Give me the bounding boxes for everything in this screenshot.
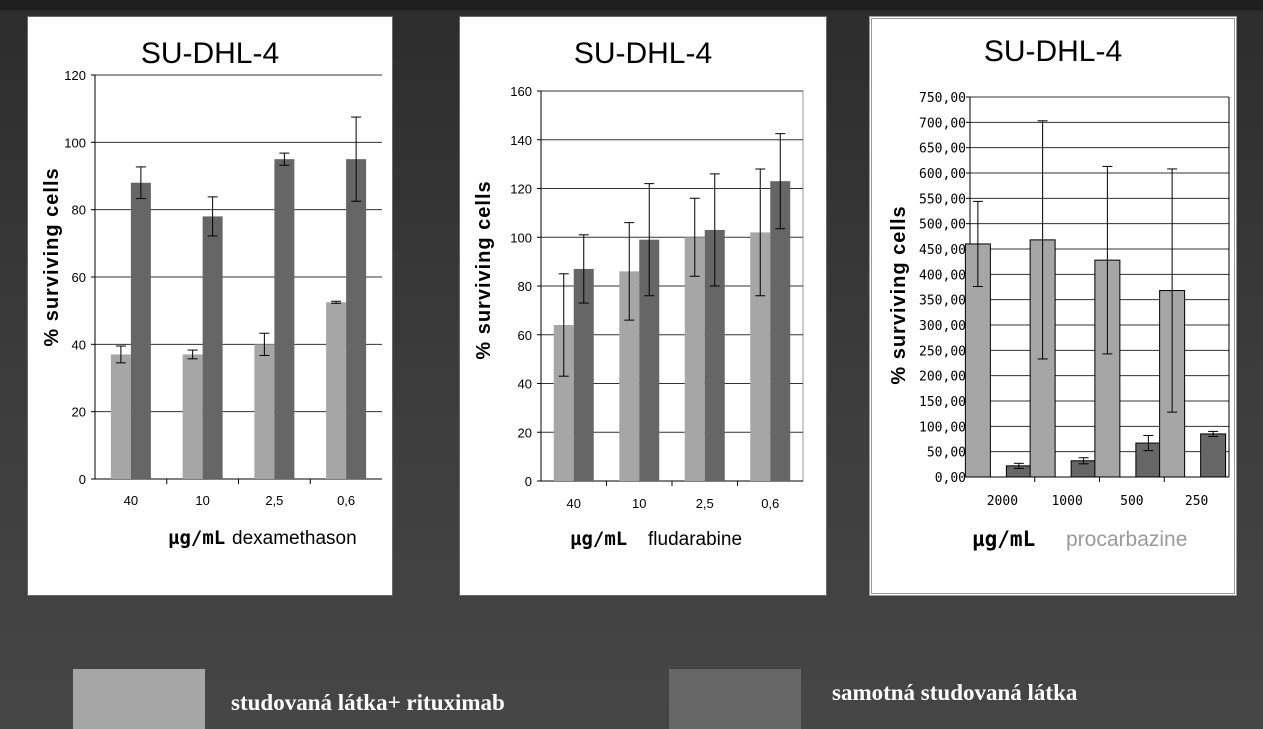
legend-label-alone: samotná studovaná látka — [832, 680, 1078, 705]
bar-with-rituximab — [110, 354, 131, 479]
x-tick-label: 2,5 — [696, 496, 714, 511]
legend-label-with-rituximab: studovaná látka+ rituximab — [231, 690, 505, 715]
bar-with-rituximab — [326, 302, 347, 479]
x-axis-unit-label: µg/mL — [168, 527, 225, 549]
y-tick-label: 0 — [525, 474, 532, 489]
bar-alone — [704, 229, 725, 481]
x-tick-label: 500 — [1120, 494, 1143, 509]
y-tick-label: 60 — [72, 270, 86, 285]
x-tick-label: 10 — [632, 496, 646, 511]
x-tick-label: 2000 — [987, 494, 1018, 509]
y-tick-label: 50,00 — [927, 446, 966, 461]
bar-alone — [770, 181, 791, 481]
y-tick-label: 600,00 — [919, 167, 966, 182]
bar-with-rituximab — [254, 344, 275, 479]
y-tick-label: 120 — [510, 182, 532, 197]
bar-alone — [130, 182, 151, 479]
y-tick-label: 500,00 — [919, 218, 966, 233]
chart-title: SU-DHL-4 — [574, 37, 712, 70]
x-tick-label: 0,6 — [761, 496, 779, 511]
y-tick-label: 200,00 — [919, 370, 966, 385]
y-tick-label: 350,00 — [919, 294, 966, 309]
x-axis-unit-label: µg/mL — [570, 528, 627, 550]
top-band — [0, 0, 1263, 10]
chart-panel-fludarabine: SU-DHL-4 0 20 40 60 80 100 120 140 160 40 10 2,5 0,6%… — [459, 16, 827, 596]
y-tick-label: 80 — [518, 279, 532, 294]
y-axis-label: % surviving cells — [473, 180, 495, 359]
y-tick-label: 250,00 — [919, 344, 966, 359]
bar-with-rituximab — [684, 237, 705, 481]
y-tick-label: 0 — [79, 472, 86, 487]
bar-alone — [346, 159, 367, 479]
chart-title: SU-DHL-4 — [141, 37, 279, 70]
x-tick-label: 40 — [567, 496, 581, 511]
x-tick-label: 40 — [124, 493, 138, 508]
x-axis-drug-label: procarbazine — [1066, 528, 1187, 551]
y-tick-label: 20 — [72, 405, 86, 420]
chart-panel-dexamethason: SU-DHL-4 0 20 40 60 80 100 120 40 10 2,5 0,6 % survi… — [27, 16, 393, 596]
x-tick-label: 2,5 — [265, 493, 283, 508]
chart-title: SU-DHL-4 — [984, 35, 1122, 68]
chart-fludarabine: SU-DHL-4 0 20 40 60 80 100 120 140 160 40 10 2,5 0,6%… — [473, 37, 804, 550]
y-tick-label: 550,00 — [919, 192, 966, 207]
y-tick-label: 100,00 — [919, 420, 966, 435]
y-tick-label: 750,00 — [919, 91, 966, 106]
legend-swatch-with-rituximab — [73, 669, 205, 729]
y-tick-label: 0,00 — [935, 471, 966, 486]
bar-alone — [639, 239, 660, 481]
x-tick-label: 0,6 — [337, 493, 355, 508]
y-tick-label: 40 — [518, 377, 532, 392]
y-tick-label: 40 — [72, 337, 86, 352]
chart-dexamethason: SU-DHL-4 0 20 40 60 80 100 120 40 10 2,5 0,6 % survi… — [41, 37, 382, 549]
y-tick-label: 80 — [72, 203, 86, 218]
bar-with-rituximab — [182, 354, 203, 479]
y-axis-label: % surviving cells — [41, 167, 63, 346]
y-tick-label: 650,00 — [919, 142, 966, 157]
bar-alone — [1200, 433, 1227, 478]
legend-swatch-alone — [669, 669, 801, 729]
y-tick-label: 140 — [510, 133, 532, 148]
bar-with-rituximab — [619, 271, 640, 481]
x-tick-label: 250 — [1185, 494, 1208, 509]
chart-procarbazine: SU-DHL-4 0,00 50,00 100,00 150,00 200,00 250,0… — [888, 35, 1230, 551]
x-axis-drug-label: fludarabine — [648, 529, 742, 550]
y-tick-label: 100 — [510, 230, 532, 245]
bar-alone — [274, 159, 295, 479]
x-tick-label: 10 — [195, 493, 209, 508]
bar-with-rituximab — [553, 325, 574, 481]
y-tick-label: 450,00 — [919, 243, 966, 258]
y-tick-label: 60 — [518, 328, 532, 343]
y-tick-label: 700,00 — [919, 116, 966, 131]
bar-alone — [573, 268, 594, 481]
bar-with-rituximab — [750, 232, 771, 481]
y-tick-label: 400,00 — [919, 268, 966, 283]
y-tick-label: 300,00 — [919, 319, 966, 334]
y-tick-label: 100 — [64, 135, 86, 150]
bar-alone — [202, 216, 223, 479]
x-axis-unit-label: µg/mL — [972, 527, 1035, 551]
y-tick-label: 160 — [510, 84, 532, 99]
y-axis-label: % surviving cells — [888, 205, 910, 384]
x-axis-drug-label: dexamethason — [232, 528, 357, 549]
y-tick-label: 20 — [518, 425, 532, 440]
x-tick-label: 1000 — [1051, 494, 1082, 509]
chart-panel-procarbazine: SU-DHL-4 0,00 50,00 100,00 150,00 200,00 250,0… — [869, 16, 1237, 596]
y-tick-label: 150,00 — [919, 395, 966, 410]
y-tick-label: 120 — [64, 68, 86, 83]
